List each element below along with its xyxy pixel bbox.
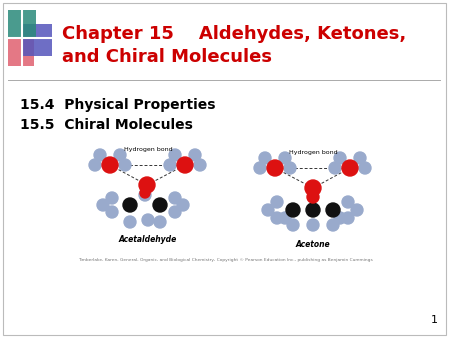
Circle shape [169, 192, 181, 204]
Circle shape [124, 216, 136, 228]
Circle shape [329, 162, 341, 174]
Circle shape [305, 180, 321, 196]
Circle shape [154, 216, 166, 228]
Circle shape [262, 204, 274, 216]
Circle shape [102, 157, 118, 173]
Circle shape [307, 219, 319, 231]
Circle shape [284, 162, 296, 174]
Circle shape [169, 149, 181, 161]
Circle shape [94, 149, 106, 161]
Circle shape [259, 152, 271, 164]
Circle shape [97, 199, 109, 211]
Circle shape [164, 159, 176, 171]
Circle shape [194, 159, 206, 171]
Circle shape [169, 206, 181, 218]
Bar [8, 10, 36, 38]
Text: 15.5  Chiral Molecules: 15.5 Chiral Molecules [20, 118, 193, 132]
Circle shape [334, 212, 346, 224]
Circle shape [354, 152, 366, 164]
Circle shape [279, 152, 291, 164]
Bar [22, 24, 52, 56]
Circle shape [106, 206, 118, 218]
Circle shape [342, 196, 354, 208]
Circle shape [334, 152, 346, 164]
Bar [8, 38, 34, 66]
Circle shape [307, 191, 319, 203]
Circle shape [177, 157, 193, 173]
Text: and Chiral Molecules: and Chiral Molecules [62, 48, 272, 66]
Circle shape [177, 199, 189, 211]
Circle shape [287, 219, 299, 231]
Circle shape [342, 160, 358, 176]
Text: Acetaldehyde: Acetaldehyde [119, 235, 177, 244]
Circle shape [254, 162, 266, 174]
Circle shape [267, 160, 283, 176]
Circle shape [114, 149, 126, 161]
Circle shape [140, 188, 150, 198]
Circle shape [142, 214, 154, 226]
Circle shape [123, 198, 137, 212]
Text: Acetone: Acetone [296, 240, 330, 249]
Circle shape [271, 212, 283, 224]
Circle shape [279, 212, 291, 224]
Text: 1: 1 [431, 315, 438, 325]
Circle shape [119, 159, 131, 171]
Circle shape [326, 203, 340, 217]
Text: Hydrogen bond: Hydrogen bond [289, 150, 338, 155]
Circle shape [286, 203, 300, 217]
Circle shape [327, 219, 339, 231]
Text: Chapter 15    Aldehydes, Ketones,: Chapter 15 Aldehydes, Ketones, [62, 25, 406, 43]
Circle shape [306, 203, 320, 217]
Text: Hydrogen bond: Hydrogen bond [124, 147, 172, 152]
Circle shape [351, 204, 363, 216]
Circle shape [342, 212, 354, 224]
Circle shape [359, 162, 371, 174]
Text: Timberlake, Karen, General, Organic, and Biological Chemistry, Copyright © Pears: Timberlake, Karen, General, Organic, and… [77, 258, 373, 262]
Circle shape [89, 159, 101, 171]
Circle shape [271, 196, 283, 208]
Circle shape [189, 149, 201, 161]
Circle shape [139, 189, 151, 201]
Circle shape [139, 177, 155, 193]
Text: 15.4  Physical Properties: 15.4 Physical Properties [20, 98, 216, 112]
Circle shape [106, 192, 118, 204]
Circle shape [153, 198, 167, 212]
